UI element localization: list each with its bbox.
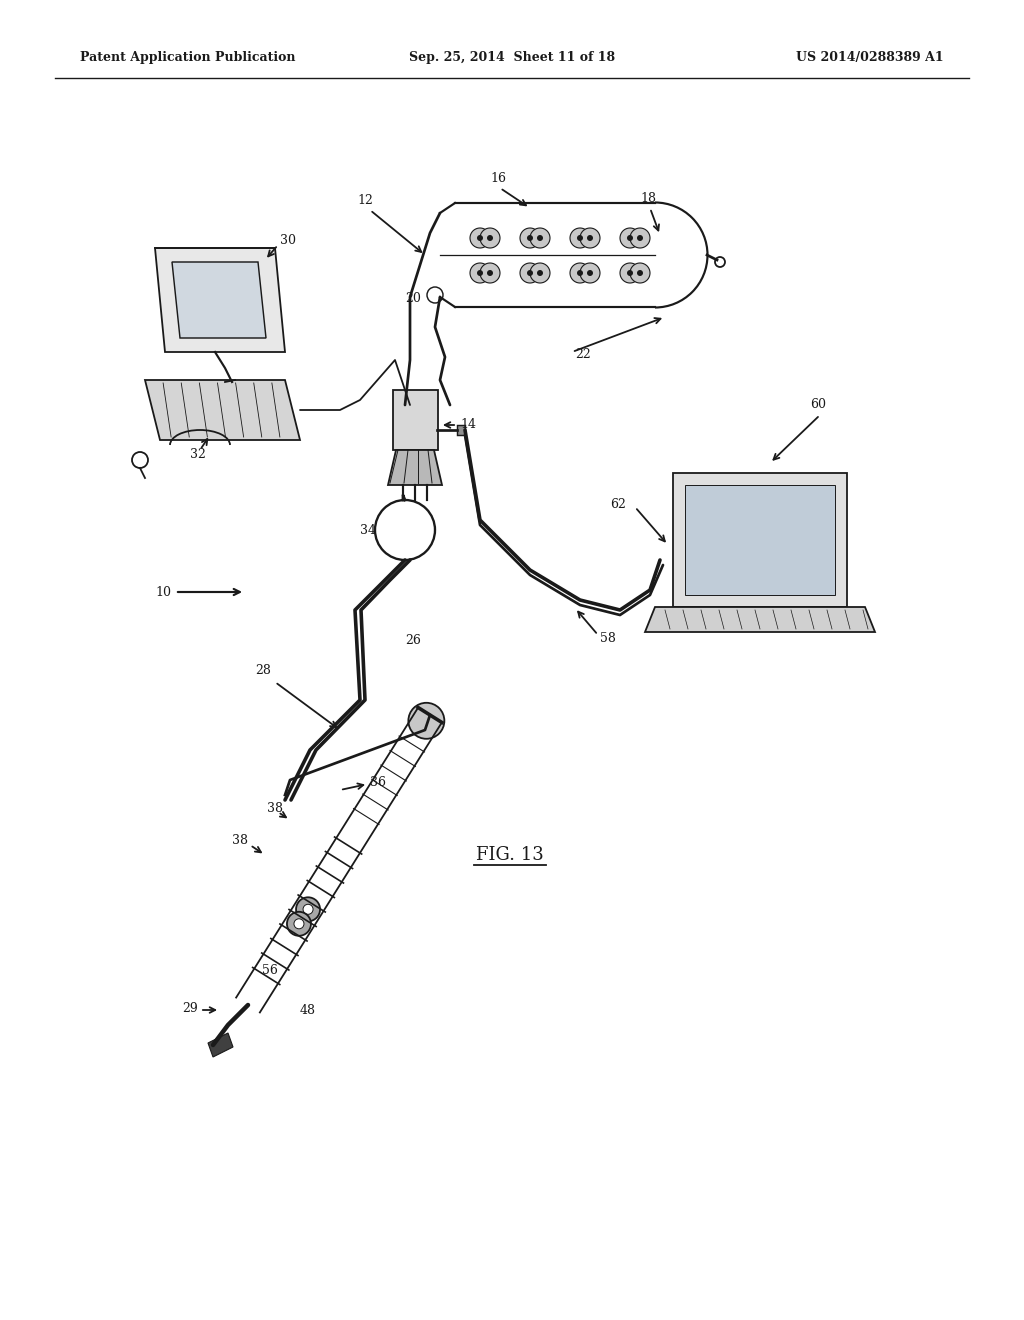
Circle shape	[637, 235, 643, 242]
Circle shape	[470, 263, 490, 282]
Circle shape	[630, 228, 650, 248]
Text: US 2014/0288389 A1: US 2014/0288389 A1	[797, 51, 944, 65]
Text: 38: 38	[232, 833, 248, 846]
Circle shape	[630, 263, 650, 282]
Circle shape	[627, 271, 633, 276]
Text: Sep. 25, 2014  Sheet 11 of 18: Sep. 25, 2014 Sheet 11 of 18	[409, 51, 615, 65]
Circle shape	[530, 263, 550, 282]
Text: 28: 28	[255, 664, 271, 676]
Text: 29: 29	[182, 1002, 198, 1015]
Text: 36: 36	[370, 776, 386, 788]
Text: 48: 48	[300, 1003, 316, 1016]
Polygon shape	[145, 380, 300, 440]
Text: 38: 38	[267, 801, 283, 814]
Text: 16: 16	[490, 172, 506, 185]
Circle shape	[480, 228, 500, 248]
Text: 22: 22	[575, 348, 591, 362]
Text: 32: 32	[190, 449, 206, 462]
Circle shape	[530, 228, 550, 248]
Circle shape	[527, 235, 534, 242]
Polygon shape	[388, 450, 442, 484]
Circle shape	[303, 904, 313, 915]
Circle shape	[577, 235, 583, 242]
Polygon shape	[673, 473, 847, 607]
Circle shape	[570, 228, 590, 248]
Circle shape	[627, 235, 633, 242]
Circle shape	[487, 271, 493, 276]
Circle shape	[577, 271, 583, 276]
Circle shape	[294, 919, 304, 929]
Text: 62: 62	[610, 499, 626, 511]
Text: 56: 56	[262, 964, 278, 977]
Polygon shape	[155, 248, 285, 352]
Polygon shape	[645, 607, 874, 632]
Circle shape	[520, 228, 540, 248]
Text: Patent Application Publication: Patent Application Publication	[80, 51, 296, 65]
Circle shape	[620, 228, 640, 248]
Text: 10: 10	[155, 586, 171, 598]
Circle shape	[287, 912, 311, 936]
Bar	[457, 425, 465, 436]
Text: 26: 26	[406, 634, 421, 647]
Circle shape	[409, 702, 444, 739]
Text: 20: 20	[406, 292, 421, 305]
Circle shape	[715, 257, 725, 267]
Text: 30: 30	[280, 234, 296, 247]
Circle shape	[527, 271, 534, 276]
Circle shape	[587, 235, 593, 242]
Text: FIG. 13: FIG. 13	[476, 846, 544, 865]
Circle shape	[470, 228, 490, 248]
Bar	[393, 389, 438, 450]
Polygon shape	[685, 484, 835, 595]
Circle shape	[587, 271, 593, 276]
Text: 34: 34	[360, 524, 376, 536]
Polygon shape	[208, 1034, 233, 1057]
Polygon shape	[172, 261, 266, 338]
Text: 58: 58	[600, 631, 615, 644]
Circle shape	[580, 228, 600, 248]
Circle shape	[477, 235, 483, 242]
Circle shape	[537, 271, 543, 276]
Circle shape	[520, 263, 540, 282]
Text: 60: 60	[810, 399, 826, 412]
Circle shape	[637, 271, 643, 276]
Circle shape	[570, 263, 590, 282]
Circle shape	[620, 263, 640, 282]
Text: 18: 18	[640, 191, 656, 205]
Circle shape	[580, 263, 600, 282]
Circle shape	[296, 898, 321, 921]
Circle shape	[487, 235, 493, 242]
Text: 12: 12	[357, 194, 373, 206]
Circle shape	[480, 263, 500, 282]
Text: 14: 14	[460, 418, 476, 432]
Circle shape	[537, 235, 543, 242]
Circle shape	[477, 271, 483, 276]
